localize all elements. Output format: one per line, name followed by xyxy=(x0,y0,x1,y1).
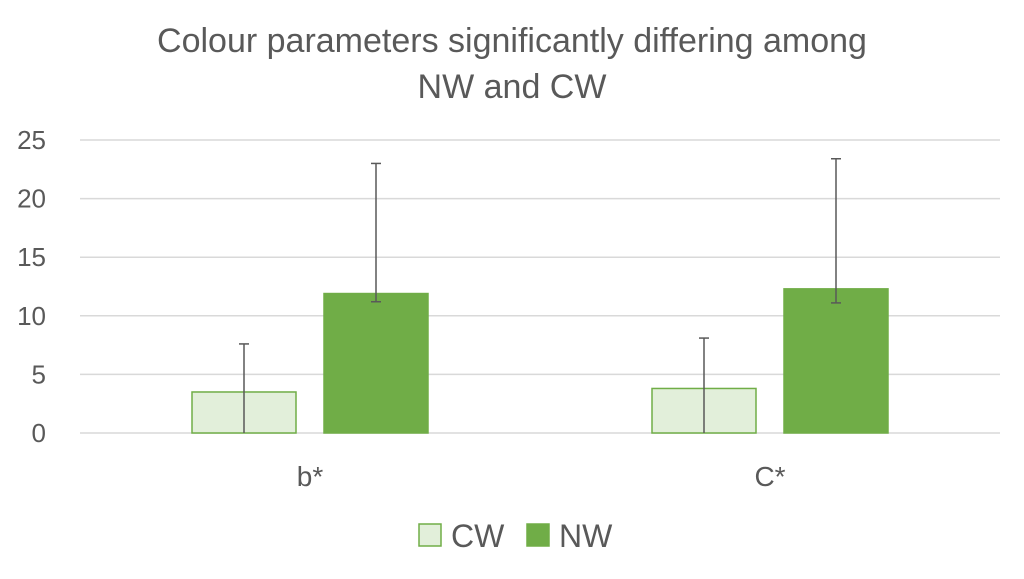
x-axis-categories: b* C* xyxy=(297,461,786,492)
chart-title-line-1: Colour parameters significantly differin… xyxy=(157,22,867,60)
y-tick-label: 20 xyxy=(17,184,46,214)
error-bar-nw-1 xyxy=(371,162,381,303)
y-tick-label: 10 xyxy=(17,301,46,331)
legend-label: CW xyxy=(451,518,505,554)
y-tick-label: 25 xyxy=(17,125,46,155)
x-category-label: b* xyxy=(297,461,324,492)
bar-nw-2 xyxy=(783,288,889,434)
legend-item-nw: NW xyxy=(526,518,613,554)
legend: CW NW xyxy=(418,518,613,554)
y-axis-ticks: 0 5 10 15 20 25 xyxy=(17,125,46,448)
error-bar-cw-1 xyxy=(239,343,249,433)
error-bar-cw-2 xyxy=(699,337,709,433)
y-tick-label: 15 xyxy=(17,242,46,272)
y-tick-label: 0 xyxy=(32,418,46,448)
legend-swatch xyxy=(526,523,550,547)
legend-item-cw: CW xyxy=(418,518,505,554)
bars xyxy=(191,288,889,434)
legend-swatch xyxy=(418,523,442,547)
bar-nw-1 xyxy=(323,292,429,434)
error-bar-nw-2 xyxy=(831,158,841,304)
chart-title-line-2: NW and CW xyxy=(418,68,607,106)
legend-label: NW xyxy=(559,518,613,554)
error-bars xyxy=(239,158,841,433)
y-tick-label: 5 xyxy=(32,359,46,389)
x-category-label: C* xyxy=(754,461,785,492)
